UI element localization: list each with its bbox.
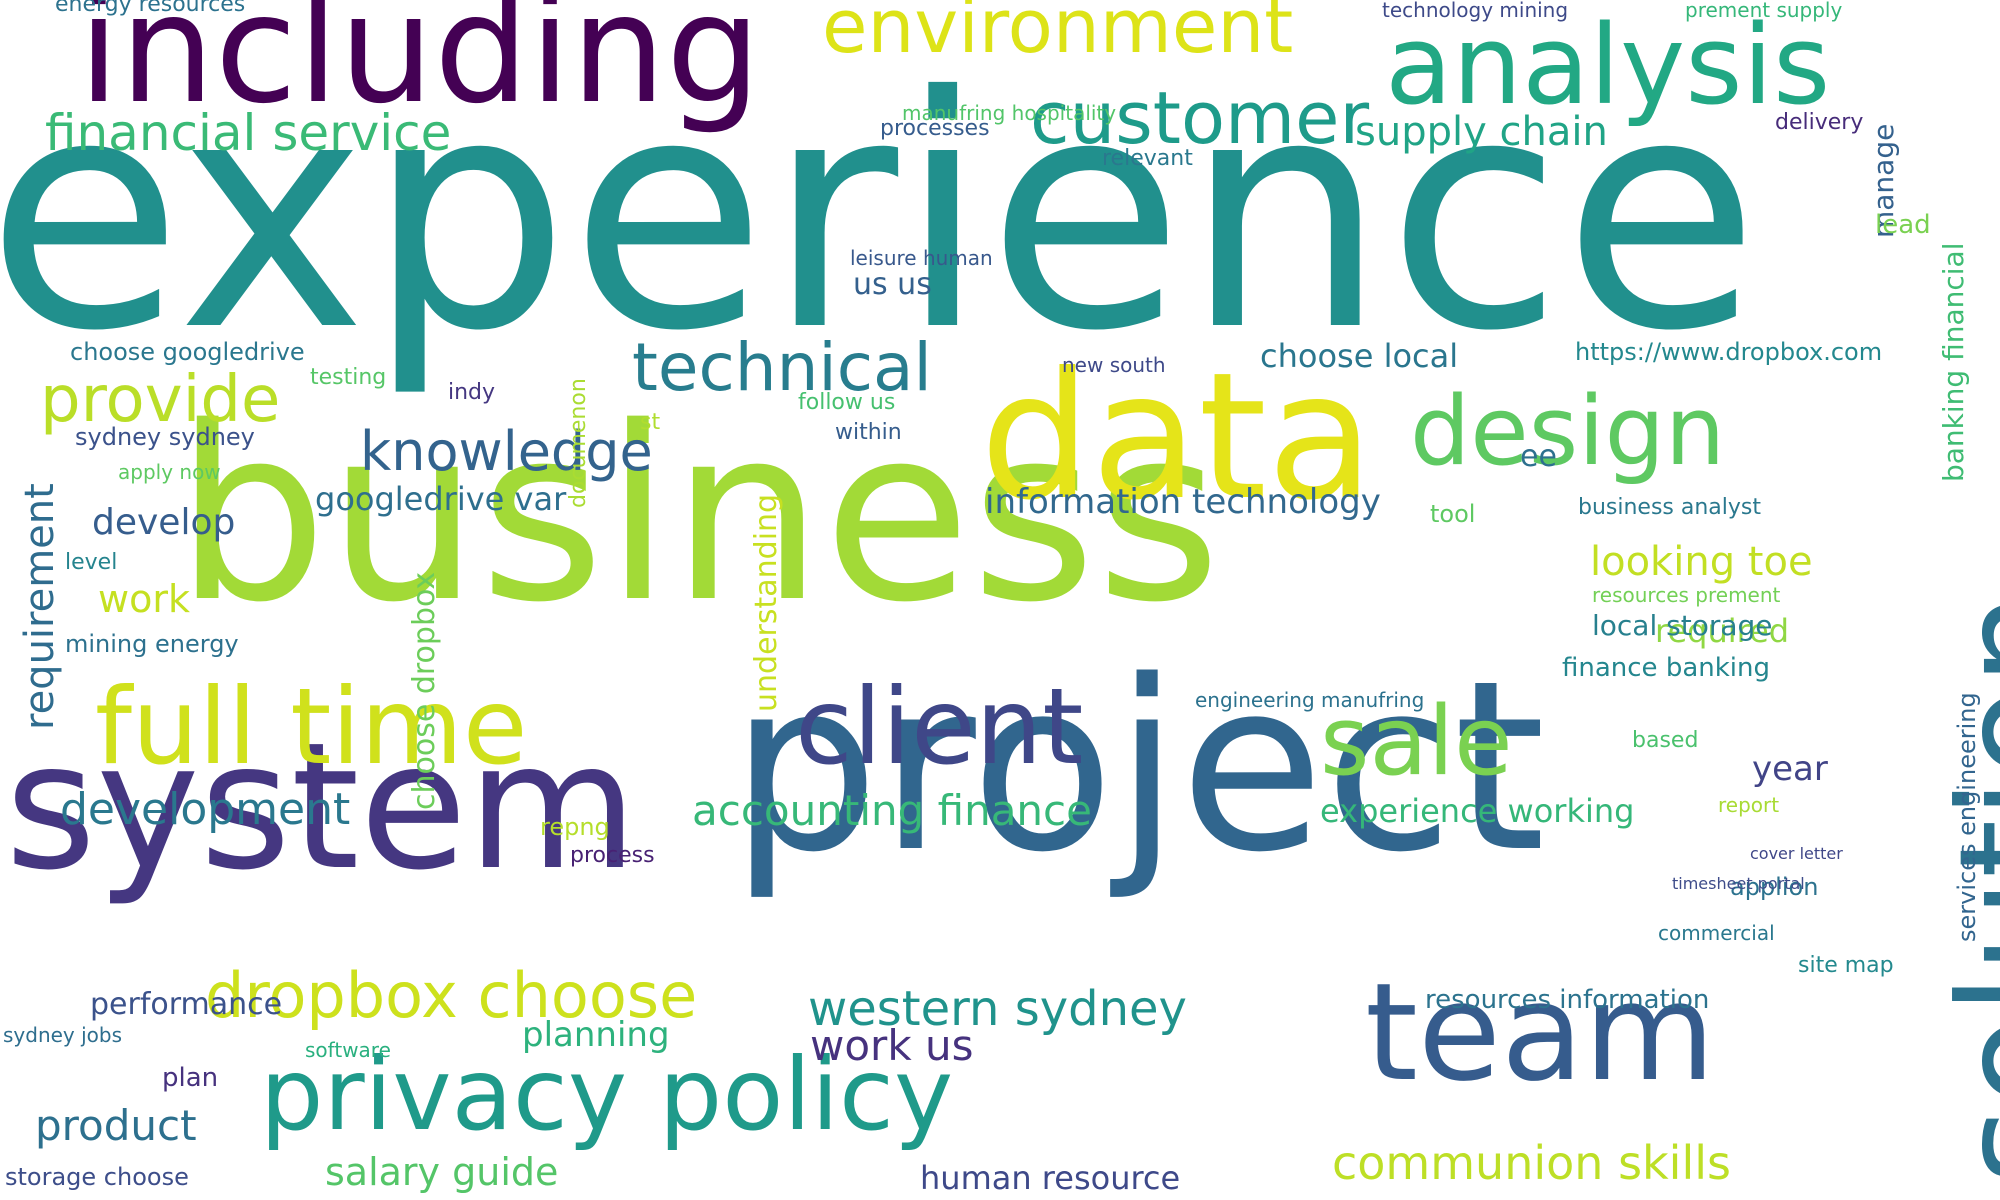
cloud-word: provide xyxy=(40,363,281,437)
cloud-word: energy resources xyxy=(55,0,246,17)
cloud-word: develop xyxy=(92,502,236,543)
cloud-word: business xyxy=(175,375,1222,655)
cloud-word: financial service xyxy=(45,104,452,162)
cloud-word: choose local xyxy=(1260,337,1459,375)
cloud-word: resources information xyxy=(1425,985,1710,1015)
cloud-word: work us xyxy=(810,1021,974,1070)
cloud-word: storage choose xyxy=(5,1163,189,1191)
cloud-word: accounting finance xyxy=(692,786,1092,835)
cloud-word: team xyxy=(1365,954,1716,1111)
cloud-word: full time xyxy=(95,666,528,788)
cloud-word: requirement xyxy=(17,483,63,730)
cloud-word: technical xyxy=(632,329,932,406)
cloud-word: https://www.dropbox.com xyxy=(1575,338,1883,366)
cloud-word: lead xyxy=(1875,210,1931,240)
cloud-word: googledrive var xyxy=(315,480,567,518)
cloud-word: finance banking xyxy=(1562,653,1770,683)
cloud-word: banking financial xyxy=(1937,242,1970,483)
cloud-word: processes xyxy=(880,116,990,141)
cloud-word: commercial xyxy=(1658,921,1775,945)
cloud-word: information technology xyxy=(985,482,1381,522)
cloud-word: customer xyxy=(1030,76,1370,160)
cloud-word: technology mining xyxy=(1382,0,1569,22)
cloud-word: leisure human xyxy=(850,246,993,270)
cloud-word: experience xyxy=(0,29,1760,401)
cloud-word: project xyxy=(730,631,1546,904)
cloud-word: st xyxy=(640,410,661,435)
cloud-word: choose dropbox xyxy=(407,571,442,810)
cloud-word: client xyxy=(795,666,1084,788)
cloud-word: including xyxy=(78,0,762,137)
cloud-word: choose googledrive xyxy=(70,338,305,366)
cloud-word: repng xyxy=(540,813,610,841)
cloud-word: based xyxy=(1632,728,1699,753)
cloud-word: dropbox choose xyxy=(205,959,698,1032)
cloud-word: timesheet portal xyxy=(1672,874,1805,893)
cloud-word: site map xyxy=(1798,953,1894,978)
cloud-word: delivery xyxy=(1775,110,1864,135)
cloud-word: engineering manufring xyxy=(1195,688,1425,712)
cloud-word: communion skills xyxy=(1332,1136,1731,1190)
cloud-word: relevant xyxy=(1102,146,1193,171)
cloud-word: us us xyxy=(853,267,932,302)
cloud-word: plan xyxy=(162,1063,219,1093)
cloud-word: analysis xyxy=(1385,1,1831,129)
cloud-word: testing xyxy=(310,365,387,390)
cloud-word: business analyst xyxy=(1578,495,1762,520)
cloud-word: planning xyxy=(522,1015,670,1055)
cloud-word: prement supply xyxy=(1685,0,1843,22)
cloud-word: follow us xyxy=(798,390,896,415)
cloud-word: local storage xyxy=(1592,609,1773,642)
cloud-word: year xyxy=(1752,749,1828,789)
cloud-word: manufring hospitality xyxy=(902,101,1117,125)
cloud-word: development xyxy=(60,784,351,835)
cloud-word: western sydney xyxy=(808,981,1187,1037)
cloud-word: salary guide xyxy=(325,1150,559,1194)
cloud-word: work xyxy=(98,577,190,621)
cloud-word: environment xyxy=(822,0,1294,70)
cloud-word: report xyxy=(1718,793,1780,817)
cloud-word: understanding xyxy=(749,493,784,712)
cloud-word: new south xyxy=(1062,353,1166,377)
cloud-word: ee xyxy=(1520,439,1557,474)
cloud-word: mining energy xyxy=(65,630,239,658)
cloud-word: experience working xyxy=(1320,792,1635,830)
cloud-word: level xyxy=(65,550,118,575)
cloud-word: apply now xyxy=(118,460,221,484)
cloud-word: services engineering xyxy=(1953,692,1981,942)
cloud-word: cover letter xyxy=(1750,844,1843,863)
cloud-word: design xyxy=(1410,377,1726,487)
cloud-word: looking toe xyxy=(1590,539,1813,585)
cloud-word: sale xyxy=(1320,687,1513,797)
cloud-word: applion xyxy=(1730,873,1819,901)
cloud-word: software xyxy=(305,1038,391,1062)
cloud-word: system xyxy=(5,706,638,909)
cloud-word: process xyxy=(570,843,655,868)
cloud-word: data xyxy=(980,336,1375,539)
cloud-word: product xyxy=(35,1101,197,1150)
cloud-word: indy xyxy=(448,380,496,405)
cloud-word: privacy policy xyxy=(260,1036,954,1153)
cloud-word: resources prement xyxy=(1592,583,1781,607)
cloud-word: documenon xyxy=(566,378,591,508)
cloud-word: supply chain xyxy=(1355,109,1608,155)
cloud-word: performance xyxy=(90,987,283,1022)
cloud-word: required xyxy=(1655,612,1790,650)
cloud-word: sydney jobs xyxy=(3,1023,123,1047)
cloud-word: sydney sydney xyxy=(75,423,255,451)
cloud-word: within xyxy=(835,420,902,445)
cloud-word: tool xyxy=(1430,500,1476,528)
cloud-word: knowledge xyxy=(360,420,653,483)
cloud-word: human resource xyxy=(920,1159,1181,1197)
